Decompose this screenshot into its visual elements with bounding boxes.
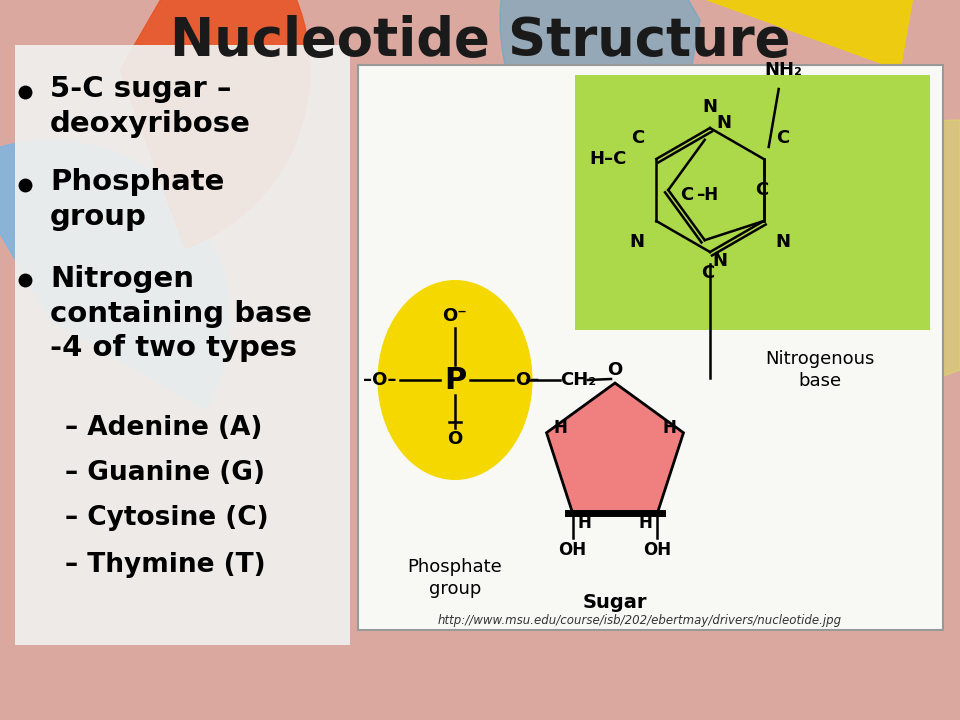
Text: P: P bbox=[444, 366, 467, 395]
Ellipse shape bbox=[377, 280, 533, 480]
Text: C: C bbox=[702, 264, 714, 282]
Text: – Guanine (G): – Guanine (G) bbox=[65, 460, 265, 486]
Text: Nucleotide Structure: Nucleotide Structure bbox=[170, 15, 790, 67]
Wedge shape bbox=[0, 140, 230, 410]
Text: Nitrogen
containing base
-4 of two types: Nitrogen containing base -4 of two types bbox=[50, 265, 312, 362]
Text: H: H bbox=[662, 419, 677, 437]
Text: H: H bbox=[578, 514, 591, 532]
Text: NH₂: NH₂ bbox=[765, 61, 803, 79]
Text: – Cytosine (C): – Cytosine (C) bbox=[65, 505, 269, 531]
Text: OH: OH bbox=[559, 541, 587, 559]
Text: OH: OH bbox=[643, 541, 671, 559]
Text: – Adenine (A): – Adenine (A) bbox=[65, 415, 262, 441]
Text: Phosphate
group: Phosphate group bbox=[408, 558, 502, 598]
FancyBboxPatch shape bbox=[15, 45, 350, 645]
Polygon shape bbox=[546, 383, 684, 513]
Text: N: N bbox=[703, 98, 717, 116]
Wedge shape bbox=[710, 120, 960, 456]
Text: –O–: –O– bbox=[364, 371, 397, 389]
Text: O–: O– bbox=[515, 371, 540, 389]
Text: Sugar: Sugar bbox=[583, 593, 647, 612]
Wedge shape bbox=[120, 0, 310, 248]
Text: O⁻: O⁻ bbox=[443, 307, 468, 325]
Text: C: C bbox=[681, 186, 693, 204]
Text: –H: –H bbox=[696, 186, 718, 204]
Text: O: O bbox=[608, 361, 623, 379]
Text: Phosphate
group: Phosphate group bbox=[50, 168, 225, 230]
Text: C: C bbox=[756, 181, 768, 199]
Text: N: N bbox=[776, 233, 791, 251]
Text: http://www.msu.edu/course/isb/202/ebertmay/drivers/nucleotide.jpg: http://www.msu.edu/course/isb/202/ebertm… bbox=[438, 614, 842, 627]
Text: – Thymine (T): – Thymine (T) bbox=[65, 552, 266, 578]
Wedge shape bbox=[618, 0, 952, 70]
Text: N: N bbox=[630, 233, 644, 251]
Wedge shape bbox=[500, 0, 700, 217]
Text: Nitrogenous
base: Nitrogenous base bbox=[765, 350, 875, 390]
Text: N: N bbox=[712, 252, 728, 270]
FancyBboxPatch shape bbox=[358, 65, 943, 630]
Text: C: C bbox=[776, 129, 789, 147]
Text: 5-C sugar –
deoxyribose: 5-C sugar – deoxyribose bbox=[50, 75, 251, 138]
Text: H–C: H–C bbox=[588, 150, 626, 168]
Text: H: H bbox=[638, 514, 652, 532]
FancyBboxPatch shape bbox=[575, 75, 930, 330]
Text: O: O bbox=[447, 430, 463, 448]
Text: CH₂: CH₂ bbox=[560, 371, 596, 389]
Text: N: N bbox=[717, 114, 732, 132]
Text: C: C bbox=[631, 129, 644, 147]
Text: H: H bbox=[554, 419, 567, 437]
